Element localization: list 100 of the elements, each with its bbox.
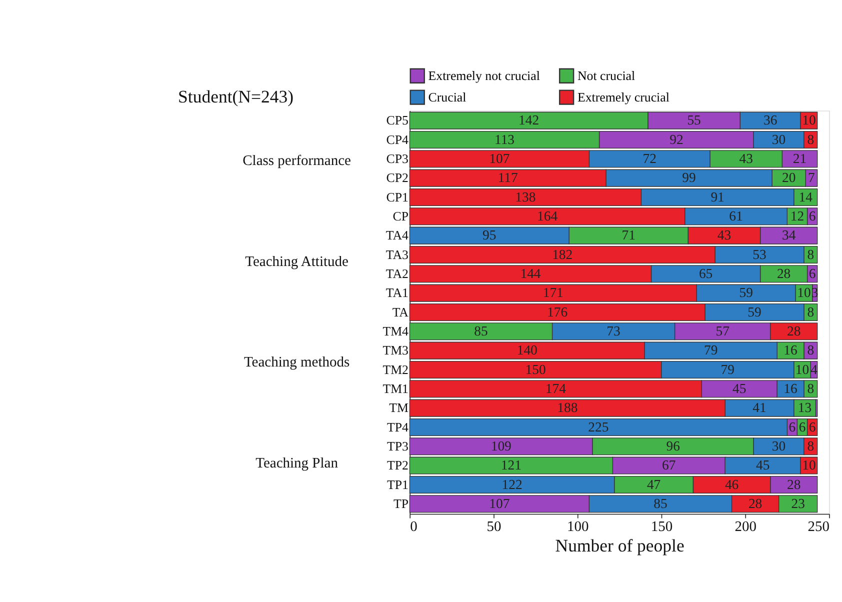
data-label: 10: [802, 458, 816, 473]
data-label: 8: [807, 132, 814, 147]
data-label: 13: [798, 400, 812, 416]
data-label: 107: [489, 150, 510, 166]
x-axis-title: Number of people: [555, 535, 684, 556]
x-tick-label: 150: [650, 519, 673, 536]
y-tick-label: TP2: [387, 458, 408, 473]
data-label: 8: [807, 342, 814, 358]
data-label: 14: [798, 189, 813, 204]
data-label: 53: [752, 246, 766, 262]
x-tick-label: 50: [486, 519, 502, 536]
data-label: 7: [808, 170, 816, 186]
y-tick-label: TM2: [382, 362, 408, 377]
text: Teaching Plan: [256, 455, 339, 472]
data-label: 36: [764, 112, 778, 128]
data-label: 138: [515, 189, 536, 204]
data-label: 6: [808, 419, 816, 434]
y-tick-label: TA1: [386, 286, 408, 300]
data-label: 142: [518, 112, 540, 128]
data-label: 225: [588, 419, 609, 434]
data-label: 6: [788, 419, 796, 434]
legend-label: Crucial: [428, 90, 467, 104]
data-label: 41: [752, 400, 766, 416]
data-label: 57: [716, 323, 730, 338]
data-label: 28: [748, 496, 762, 511]
y-tick-label: CP4: [386, 132, 410, 147]
data-label: 65: [698, 266, 713, 281]
data-label: 28: [787, 323, 801, 338]
y-tick-label: TM3: [382, 344, 408, 358]
data-label: 121: [500, 458, 522, 473]
x-tick-label: 100: [566, 519, 589, 536]
text: Teaching methods: [244, 354, 350, 371]
data-label: 8: [807, 380, 814, 396]
data-label: 8: [807, 438, 814, 454]
data-label: 85: [654, 496, 668, 511]
data-label: 107: [489, 496, 510, 511]
data-label: 182: [552, 246, 573, 262]
data-label: 117: [498, 170, 518, 186]
data-label: 12: [790, 208, 804, 224]
data-label: 10: [797, 285, 811, 300]
data-label: 164: [536, 208, 558, 224]
data-label: 92: [670, 132, 684, 147]
y-tick-label: TP1: [387, 478, 408, 492]
data-label: 96: [666, 438, 680, 454]
text: Class performance: [242, 153, 351, 170]
data-label: 47: [646, 476, 661, 492]
x-tick-label: 250: [808, 519, 830, 536]
y-tick-label: TM1: [382, 382, 408, 396]
data-label: 6: [808, 208, 816, 224]
legend-label: Extremely not crucial: [428, 68, 540, 83]
data-label: 59: [739, 285, 754, 300]
data-label: 140: [516, 342, 538, 358]
data-label: 85: [474, 323, 488, 338]
y-tick-label: TP3: [387, 439, 408, 454]
data-label: 20: [782, 170, 796, 186]
data-label: 43: [739, 150, 754, 166]
data-label: 144: [520, 266, 541, 281]
data-label: 28: [787, 476, 801, 492]
data-label: 79: [704, 342, 718, 358]
legend-label: Extremely crucial: [577, 90, 670, 104]
y-tick-label: CP1: [386, 190, 408, 204]
x-tick-label: 0: [410, 519, 418, 536]
data-label: 43: [717, 228, 732, 243]
data-label: 171: [542, 285, 564, 300]
data-label: 109: [490, 438, 512, 454]
data-label: 55: [687, 112, 702, 128]
data-label: 73: [606, 323, 621, 338]
y-tick-label: CP5: [386, 114, 408, 128]
x-tick-label: 200: [734, 519, 756, 536]
data-label: 91: [710, 189, 725, 204]
y-tick-label: TA4: [386, 228, 410, 243]
y-tick-label: TA: [392, 305, 410, 320]
data-label: 23: [791, 496, 806, 511]
y-tick-label: CP: [392, 209, 408, 224]
data-label: 46: [724, 476, 739, 492]
data-label: 30: [772, 132, 786, 147]
data-label: 8: [807, 304, 814, 320]
data-label: 67: [662, 458, 676, 473]
data-label: 99: [682, 170, 696, 186]
y-tick-label: CP2: [386, 171, 408, 186]
y-tick-label: TM4: [382, 324, 410, 338]
y-tick-label: CP3: [386, 152, 408, 166]
y-tick-label: TM: [389, 401, 410, 416]
data-label: 122: [502, 476, 522, 492]
data-label: 71: [622, 228, 636, 243]
data-label: 34: [782, 228, 796, 243]
data-label: 6: [808, 266, 816, 281]
data-label: 28: [776, 266, 791, 281]
text: Teaching Attitude: [245, 254, 348, 270]
data-label: 95: [482, 228, 496, 243]
y-tick-label: TP4: [387, 420, 410, 434]
data-label: 61: [729, 208, 743, 224]
y-tick-label: TP: [393, 496, 408, 511]
data-label: 150: [525, 362, 546, 377]
data-label: 6: [798, 419, 806, 434]
data-label: 16: [784, 342, 798, 358]
data-label: 8: [807, 246, 814, 262]
data-label: 10: [802, 112, 816, 128]
data-label: 59: [748, 304, 762, 320]
data-label: 79: [720, 362, 735, 377]
